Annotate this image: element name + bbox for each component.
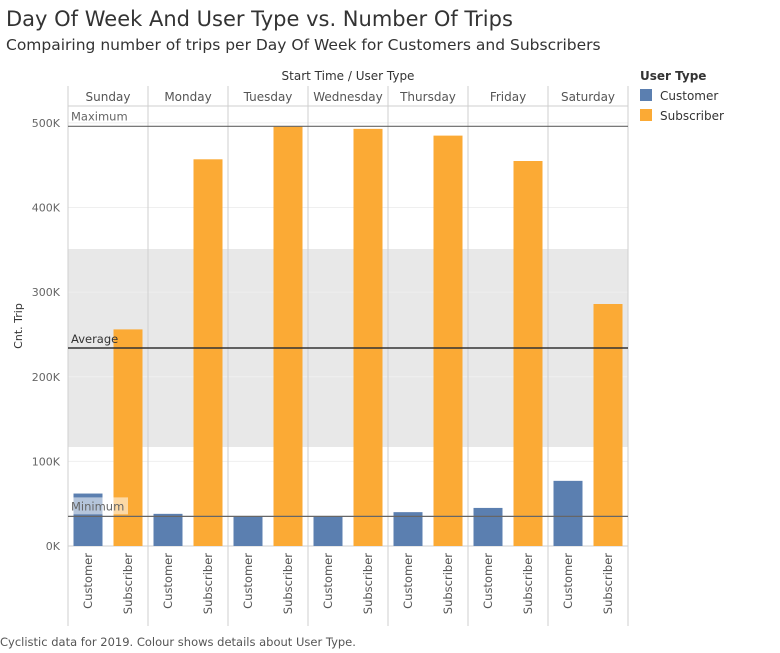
y-tick-label: 0K: [46, 540, 61, 553]
chart-title: Day Of Week And User Type vs. Number Of …: [6, 7, 513, 31]
category-label-tuesday: Tuesday: [243, 90, 293, 104]
category-label-wednesday: Wednesday: [313, 90, 382, 104]
category-label-saturday: Saturday: [561, 90, 615, 104]
sub-category-label: Subscriber: [521, 553, 535, 615]
category-label-friday: Friday: [490, 90, 526, 104]
legend-swatch-customer: [640, 89, 652, 101]
bar-subscriber-saturday: [593, 304, 623, 546]
bar-customer-saturday: [553, 480, 583, 546]
reference-label-average: Average: [71, 332, 118, 346]
legend-item-subscriber[interactable]: Subscriber: [640, 109, 724, 123]
y-axis-label: Cnt. Trip: [12, 303, 25, 349]
sub-category-label: Customer: [481, 553, 495, 609]
category-label-monday: Monday: [164, 90, 211, 104]
bar-customer-friday: [473, 507, 503, 546]
reference-label-maximum: Maximum: [71, 109, 128, 123]
category-label-sunday: Sunday: [86, 90, 131, 104]
sub-category-label: Subscriber: [281, 553, 295, 615]
legend-label-customer: Customer: [660, 89, 719, 103]
sub-category-label: Customer: [401, 553, 415, 609]
sub-category-label: Customer: [321, 553, 335, 609]
bar-subscriber-tuesday: [273, 126, 303, 547]
chart-subtitle: Compairing number of trips per Day Of We…: [6, 36, 601, 54]
bar-customer-monday: [153, 513, 183, 546]
bar-subscriber-wednesday: [353, 128, 383, 546]
sub-category-label: Customer: [561, 553, 575, 609]
sub-category-label: Subscriber: [121, 553, 135, 615]
bar-customer-tuesday: [233, 516, 263, 546]
bar-customer-thursday: [393, 512, 423, 546]
sub-category-label: Customer: [161, 553, 175, 609]
reference-label-minimum-box: [69, 497, 128, 515]
y-tick-label: 400K: [32, 202, 61, 215]
y-tick-label: 100K: [32, 455, 61, 468]
sub-category-label: Subscriber: [361, 553, 375, 615]
bar-customer-wednesday: [313, 516, 343, 546]
bar-subscriber-thursday: [433, 135, 463, 546]
column-header: Start Time / User Type: [282, 69, 415, 83]
category-label-thursday: Thursday: [399, 90, 456, 104]
reference-label-minimum: Minimum: [71, 499, 124, 513]
sub-category-label: Subscriber: [201, 553, 215, 615]
sub-category-label: Subscriber: [441, 553, 455, 615]
y-tick-label: 200K: [32, 371, 61, 384]
bar-subscriber-monday: [193, 159, 223, 547]
legend-swatch-subscriber: [640, 109, 652, 121]
sub-category-label: Subscriber: [601, 553, 615, 615]
legend-title: User Type: [640, 69, 707, 83]
sub-category-label: Customer: [81, 553, 95, 609]
footer-caption: Cyclistic data for 2019. Colour shows de…: [0, 635, 356, 649]
legend-item-customer[interactable]: Customer: [640, 89, 718, 103]
y-tick-label: 500K: [32, 117, 61, 130]
legend-label-subscriber: Subscriber: [660, 109, 724, 123]
y-tick-label: 300K: [32, 286, 61, 299]
sub-category-label: Customer: [241, 553, 255, 609]
bar-subscriber-friday: [513, 161, 543, 546]
